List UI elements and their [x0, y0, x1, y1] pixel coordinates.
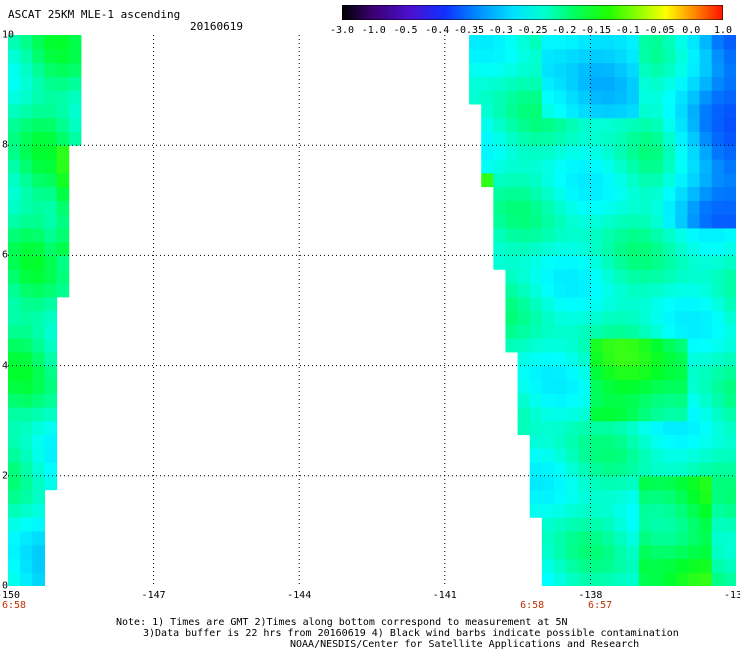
colorbar-tick-label: 0.0	[682, 25, 701, 36]
wind-field	[8, 35, 736, 586]
time-label: 6:57	[588, 600, 613, 611]
x-tick-label: -135	[723, 590, 740, 601]
colorbar-tick-label: -0.1	[615, 25, 640, 36]
x-tick-label: -144	[287, 590, 312, 601]
colorbar-tick-label: -0.25	[517, 25, 548, 36]
y-tick-label: 10	[2, 29, 15, 41]
colorbar-tick-label: -0.5	[393, 25, 418, 36]
colorbar-tick-label: -0.3	[488, 25, 513, 36]
colorbar-labels: -3.0 -1.0 -0.5 -0.4 -0.35 -0.3 -0.25 -0.2 -0.15-…	[322, 25, 740, 39]
wind-map	[8, 35, 736, 586]
x-tick-label: -150	[0, 590, 21, 601]
x-tick-label: -147	[141, 590, 166, 601]
y-tick-label: 0	[2, 580, 9, 592]
map-grid	[8, 35, 736, 586]
colorbar-tick-label: -0.05	[644, 25, 675, 36]
footer-note-3: NOAA/NESDIS/Center for Satellite Applica…	[290, 639, 640, 650]
colorbar-tick-label: -0.35	[453, 25, 485, 36]
footer-note-2: 3)Data buffer is 22 hrs from 20160619 4)…	[143, 628, 679, 639]
colorbar-tick-label: -0.15	[580, 25, 612, 36]
colorbar-tick-label: -1.0	[361, 25, 386, 36]
y-tick-label: 2	[2, 470, 9, 482]
colorbar-tick-label: -3.0	[329, 25, 355, 36]
x-tick-label: -141	[432, 590, 457, 601]
x-tick-label: -138	[578, 590, 603, 601]
time-label: 6:58	[1, 600, 27, 611]
map-title: ASCAT 25KM MLE-1 ascending	[8, 8, 181, 21]
colorbar	[342, 5, 723, 20]
y-tick-label: 8	[2, 139, 9, 151]
colorbar-tick-label: 1.0	[713, 25, 733, 36]
time-label: 6:58	[520, 600, 545, 611]
map-date: 20160619	[190, 20, 243, 33]
y-tick-label: 4	[2, 360, 9, 372]
colorbar-tick-label: -0.4	[425, 25, 450, 36]
footer-note-1: Note: 1) Times are GMT 2)Times along bot…	[116, 617, 568, 628]
y-tick-label: 6	[2, 249, 9, 261]
colorbar-tick-label: -0.2	[552, 25, 577, 36]
